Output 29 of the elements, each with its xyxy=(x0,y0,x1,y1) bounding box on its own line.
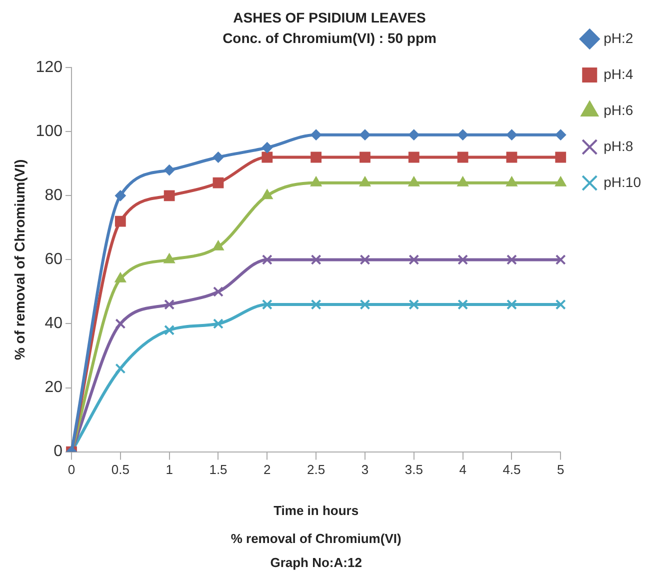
legend-label: pH:8 xyxy=(604,138,634,154)
x-tick-label: 2.5 xyxy=(307,462,326,478)
x-tick-label: 5 xyxy=(557,462,564,478)
text: % removal of Chromium(VI) xyxy=(230,531,402,546)
y-axis-title: % of removal of Chromium(VI) xyxy=(11,159,28,360)
legend-label: pH:2 xyxy=(604,30,634,46)
chart-title: ASHES OF PSIDIUM LEAVES xyxy=(233,9,426,26)
x-tick-label: 3.5 xyxy=(404,462,423,478)
legend-label: pH:4 xyxy=(604,66,634,82)
x-tick-label: 3 xyxy=(361,462,369,478)
x-tick-label: 4.5 xyxy=(502,462,521,478)
y-tick-label: 20 xyxy=(44,379,63,396)
x-tick-label: 1.5 xyxy=(209,462,228,478)
y-tick-label: 100 xyxy=(36,123,63,140)
y-tick-label: 80 xyxy=(44,187,63,204)
x-axis-title: Time in hours xyxy=(274,502,359,518)
chart-subtitle: Conc. of Chromium(VI) : 50 ppm xyxy=(222,30,436,46)
legend-label: pH:6 xyxy=(604,102,634,118)
x-tick-label: 0 xyxy=(68,462,76,478)
x-tick-label: 4 xyxy=(459,462,466,478)
x-tick-label: 2 xyxy=(264,462,271,478)
y-tick-label: 0 xyxy=(54,443,63,460)
x-tick-label: 1 xyxy=(166,462,173,478)
y-tick-label: 60 xyxy=(44,251,63,268)
x-tick-label: 0.5 xyxy=(111,462,130,478)
legend-label: pH:10 xyxy=(604,174,642,190)
y-tick-label: 40 xyxy=(44,315,63,332)
text: Graph No:A:12 xyxy=(270,555,362,570)
y-tick-label: 120 xyxy=(36,59,63,76)
